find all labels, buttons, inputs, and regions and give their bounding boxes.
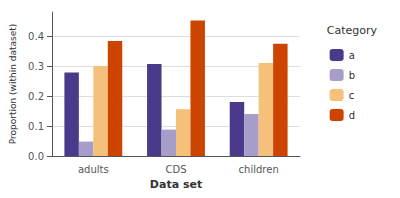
svg-text:a: a <box>349 50 355 61</box>
svg-text:CDS: CDS <box>165 164 186 175</box>
svg-text:Category: Category <box>327 24 378 37</box>
svg-text:0.3: 0.3 <box>28 61 44 72</box>
svg-text:0.1: 0.1 <box>28 121 44 132</box>
svg-text:children: children <box>239 164 279 175</box>
svg-text:d: d <box>349 110 355 121</box>
svg-text:0.2: 0.2 <box>28 91 44 102</box>
svg-text:adults: adults <box>78 164 109 175</box>
svg-text:0.4: 0.4 <box>28 31 44 42</box>
svg-text:0.0: 0.0 <box>28 151 44 162</box>
svg-text:c: c <box>349 90 355 101</box>
svg-text:Data set: Data set <box>150 178 202 191</box>
svg-text:b: b <box>349 70 355 81</box>
svg-text:Proportion (within dataset): Proportion (within dataset) <box>8 24 18 145</box>
